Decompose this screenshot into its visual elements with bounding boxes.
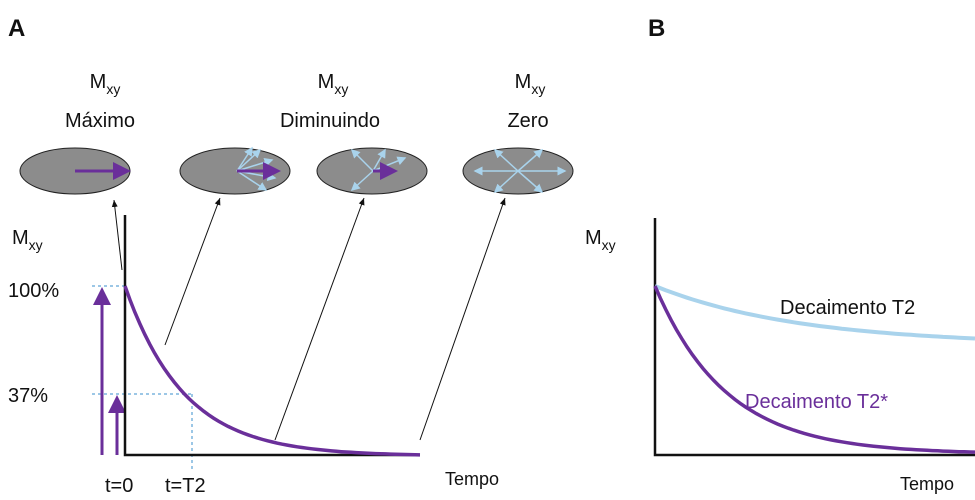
connectors [111, 197, 506, 441]
x-axis-label: Tempo [900, 474, 954, 494]
state-label: Máximo [65, 110, 135, 132]
state-label: Zero [507, 110, 548, 132]
vectors [236, 146, 567, 194]
x-label: t=0 [105, 475, 133, 497]
x-axis-label: Tempo [445, 469, 499, 489]
t2star-curve [653, 285, 975, 454]
panel-label: B [648, 15, 665, 42]
decay-curve [123, 285, 421, 457]
y-axis-label: Mxy [585, 227, 616, 253]
y-label: 100% [8, 280, 59, 302]
y-axis-label: Mxy [12, 227, 43, 253]
panel-label: A [8, 15, 25, 42]
state-symbol: Mxy [318, 71, 349, 97]
state-label: Diminuindo [280, 110, 380, 132]
curve-label: Decaimento T2 [780, 297, 915, 319]
state-symbol: Mxy [515, 71, 546, 97]
state-symbol: Mxy [90, 71, 121, 97]
x-label: t=T2 [165, 475, 206, 497]
guides [92, 285, 193, 470]
y-label: 37% [8, 385, 48, 407]
curve-label: Decaimento T2* [745, 391, 888, 413]
axes [123, 215, 420, 457]
t2-curve [654, 284, 975, 341]
axes [653, 218, 975, 457]
